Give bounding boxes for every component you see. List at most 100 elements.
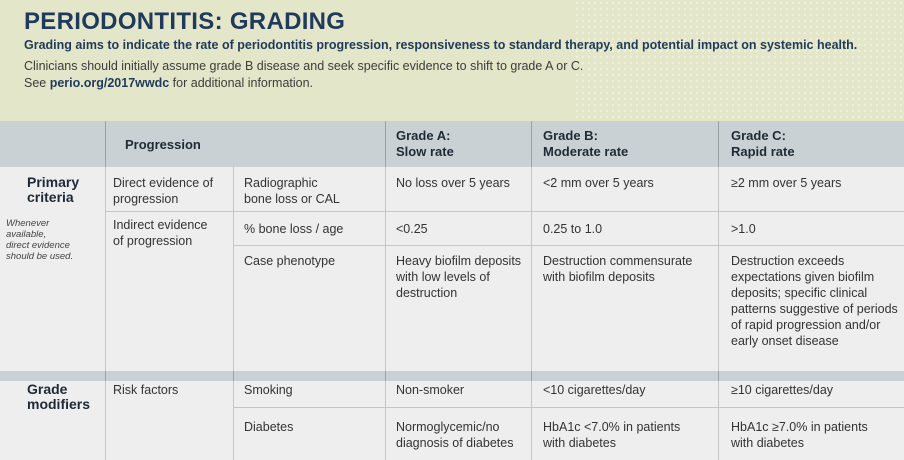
- label-line: Grade: [27, 381, 68, 397]
- column-divider: [105, 381, 106, 460]
- cell-grade-a: Normoglycemic/no diagnosis of diabetes: [396, 419, 513, 451]
- measure-case-phenotype: Case phenotype: [244, 254, 336, 268]
- column-divider: [718, 381, 719, 460]
- measure-bone-loss-age: % bone loss / age: [244, 222, 344, 236]
- cell-line: with biofilm deposits: [543, 270, 655, 284]
- cell-grade-c: Destruction exceeds expectations given b…: [731, 253, 898, 349]
- cell-line: with low levels of: [396, 270, 490, 284]
- header-grade-c-line: Grade C:: [731, 128, 786, 143]
- cell-grade-b: <10 cigarettes/day: [543, 383, 646, 397]
- column-divider: [233, 167, 234, 371]
- cell-line: patterns suggestive of periods: [731, 302, 898, 316]
- column-divider: [233, 381, 234, 460]
- column-divider: [233, 371, 234, 381]
- column-divider: [718, 167, 719, 371]
- header-grade-b-line: Moderate rate: [543, 144, 629, 159]
- page-title: PERIODONTITIS: GRADING: [24, 8, 346, 35]
- note-line: Whenever: [6, 218, 50, 229]
- cell-line: of rapid progression and/or: [731, 318, 881, 332]
- cell-line: HbA1c ≥7.0% in patients: [731, 420, 868, 434]
- cell-grade-b: <2 mm over 5 years: [543, 176, 654, 190]
- page-subtitle: Grading aims to indicate the rate of per…: [24, 38, 858, 52]
- section-divider-band: [0, 371, 904, 381]
- column-divider: [531, 371, 532, 381]
- indirect-evidence-label: Indirect evidence of progression: [113, 217, 208, 249]
- world-map-decoration: [574, 0, 904, 121]
- column-divider: [385, 381, 386, 460]
- cell-grade-a: No loss over 5 years: [396, 176, 510, 190]
- cell-line: Destruction exceeds: [731, 254, 845, 268]
- header-grade-c-line: Rapid rate: [731, 144, 795, 159]
- cell-grade-b: 0.25 to 1.0: [543, 222, 603, 236]
- column-divider: [531, 381, 532, 460]
- cell-line: with diabetes: [543, 436, 616, 450]
- note-line: should be used.: [6, 251, 74, 262]
- cell-line: bone loss or CAL: [244, 192, 340, 206]
- cell-line: Normoglycemic/no: [396, 420, 500, 434]
- grade-modifiers-label: Grade modifiers: [27, 382, 90, 412]
- intro-note: Clinicians should initially assume grade…: [24, 59, 584, 73]
- cell-line: Indirect evidence: [113, 218, 208, 232]
- cell-line: expectations given biofilm: [731, 270, 875, 284]
- row-divider: [233, 245, 904, 246]
- header-grade-a: Grade A: Slow rate: [396, 128, 454, 160]
- header-banner: PERIODONTITIS: GRADING Grading aims to i…: [0, 0, 904, 121]
- column-divider: [385, 167, 386, 371]
- column-divider: [385, 371, 386, 381]
- header-grade-b: Grade B: Moderate rate: [543, 128, 628, 160]
- header-grade-a-line: Grade A:: [396, 128, 451, 143]
- column-divider: [105, 167, 106, 371]
- cell-grade-c: ≥10 cigarettes/day: [731, 383, 834, 397]
- primary-criteria-note: Whenever available, direct evidence shou…: [6, 218, 92, 262]
- cell-line: Destruction commensurate: [543, 254, 693, 268]
- cell-grade-c: >1.0: [731, 222, 756, 236]
- header-grade-a-line: Slow rate: [396, 144, 454, 159]
- cell-line: Direct evidence of: [113, 176, 214, 190]
- note-line: available,: [6, 229, 47, 240]
- column-divider: [531, 167, 532, 371]
- reference-suffix: for additional information.: [169, 76, 314, 90]
- note-line: direct evidence: [6, 240, 70, 251]
- cell-grade-a: Heavy biofilm deposits with low levels o…: [396, 253, 521, 301]
- cell-line: Heavy biofilm deposits: [396, 254, 522, 268]
- row-divider: [233, 407, 904, 408]
- column-divider: [105, 371, 106, 381]
- row-divider: [105, 211, 904, 212]
- cell-grade-c: ≥2 mm over 5 years: [731, 176, 842, 190]
- column-divider: [718, 121, 719, 167]
- cell-line: early onset disease: [731, 334, 839, 348]
- column-divider: [105, 121, 106, 167]
- cell-line: destruction: [396, 286, 458, 300]
- header-grade-c: Grade C: Rapid rate: [731, 128, 795, 160]
- column-divider: [531, 121, 532, 167]
- primary-criteria-label: Primary criteria: [27, 175, 79, 205]
- cell-line: HbA1c <7.0% in patients: [543, 420, 681, 434]
- direct-evidence-label: Direct evidence of progression: [113, 175, 213, 207]
- measure-radiographic: Radiographic bone loss or CAL: [244, 175, 340, 207]
- label-line: Primary: [27, 174, 80, 190]
- cell-grade-b: Destruction commensurate with biofilm de…: [543, 253, 692, 285]
- column-divider: [385, 121, 386, 167]
- measure-diabetes: Diabetes: [244, 420, 294, 434]
- reference-note: See perio.org/2017wwdc for additional in…: [24, 76, 313, 90]
- risk-factors-label: Risk factors: [113, 383, 179, 397]
- label-line: criteria: [27, 189, 74, 205]
- cell-grade-c: HbA1c ≥7.0% in patients with diabetes: [731, 419, 868, 451]
- reference-prefix: See: [24, 76, 50, 90]
- cell-line: of progression: [113, 234, 193, 248]
- cell-grade-a: <0.25: [396, 222, 428, 236]
- header-grade-b-line: Grade B:: [543, 128, 598, 143]
- primary-criteria-section: [0, 167, 904, 371]
- label-line: modifiers: [27, 396, 91, 412]
- cell-grade-a: Non-smoker: [396, 383, 465, 397]
- cell-line: with diabetes: [731, 436, 804, 450]
- measure-smoking: Smoking: [244, 383, 293, 397]
- cell-line: Radiographic: [244, 176, 318, 190]
- cell-line: diagnosis of diabetes: [396, 436, 514, 450]
- reference-link[interactable]: perio.org/2017wwdc: [49, 76, 170, 90]
- cell-line: progression: [113, 192, 179, 206]
- table-header-row: [0, 121, 904, 167]
- header-progression: Progression: [125, 137, 201, 152]
- cell-line: deposits; specific clinical: [731, 286, 868, 300]
- column-divider: [718, 371, 719, 381]
